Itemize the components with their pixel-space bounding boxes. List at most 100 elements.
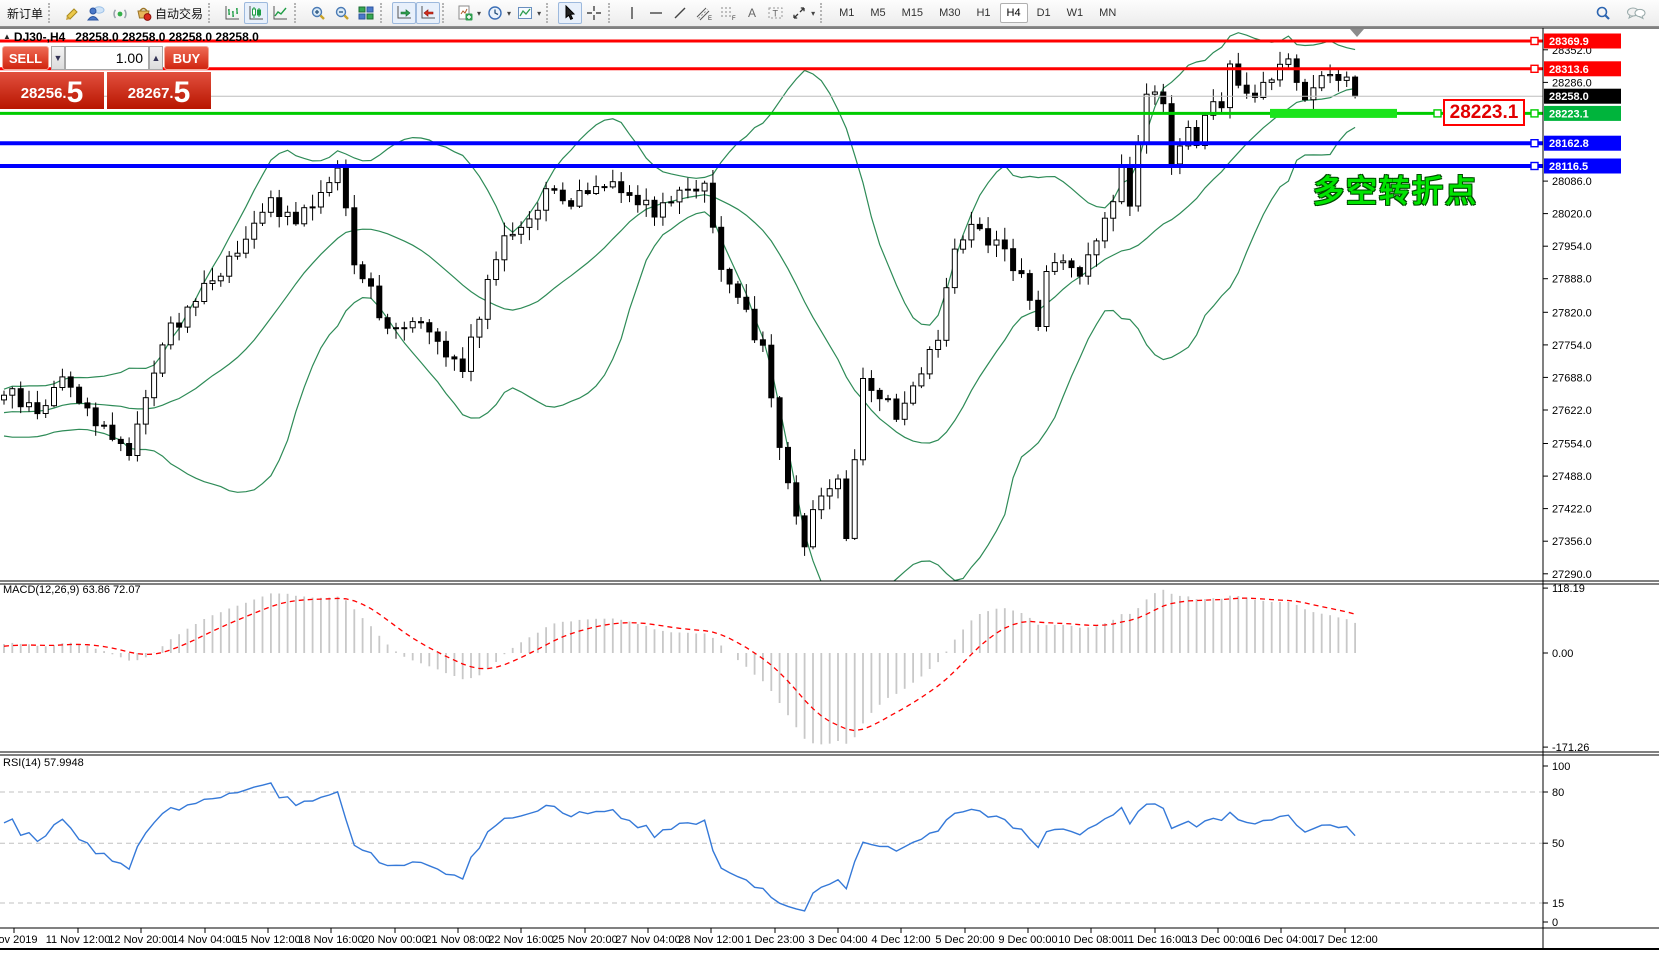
new-order-button[interactable]: 新订单 (4, 2, 46, 24)
text-button[interactable]: A (740, 2, 764, 24)
volume-field[interactable]: 1.00 (65, 46, 149, 70)
fibonacci-icon: F (721, 7, 736, 21)
editor-icon (66, 8, 78, 20)
tile-windows-button[interactable] (354, 2, 378, 24)
horizontal-line-button[interactable] (644, 2, 668, 24)
up-arrow-icon: ▲ (151, 53, 161, 63)
timeframe-group: M1 M5 M15 M30 H1 H4 D1 W1 MN (832, 3, 1123, 23)
chart-bars-button[interactable] (220, 2, 244, 24)
tf-H4[interactable]: H4 (999, 3, 1028, 23)
price-axis[interactable]: 28352.028286.028086.028020.027954.027888… (1543, 33, 1621, 930)
tf-H1[interactable]: H1 (969, 3, 997, 23)
crosshair-button[interactable] (582, 2, 606, 24)
tf-MN[interactable]: MN (1092, 3, 1123, 23)
volume-up-button[interactable]: ▲ (149, 46, 163, 70)
down-arrow-icon: ▼ (53, 53, 63, 63)
community-button[interactable] (84, 2, 108, 24)
svg-text:18 Nov 16:00: 18 Nov 16:00 (298, 934, 363, 946)
chart-ohlc-values: 28258.0 28258.0 28258.0 28258.0 (75, 30, 259, 44)
periods-button[interactable]: ▾ (484, 2, 514, 24)
signal-icon (113, 9, 127, 19)
svg-text:27356.0: 27356.0 (1552, 536, 1592, 548)
chevron-down-icon: ▾ (811, 8, 816, 18)
tf-W1[interactable]: W1 (1060, 3, 1091, 23)
svg-text:27754.0: 27754.0 (1552, 340, 1592, 352)
pane-borders (0, 27, 1659, 950)
arrows-button[interactable]: ▾ (788, 2, 818, 24)
svg-text:14 Nov 04:00: 14 Nov 04:00 (172, 934, 237, 946)
templates-button[interactable]: ▾ (514, 2, 544, 24)
buy-price-frac: 5 (173, 76, 191, 109)
auto-scroll-icon (397, 6, 412, 19)
trendline-button[interactable] (668, 2, 692, 24)
chart-candles-button[interactable] (244, 2, 269, 24)
green-highlight-bar[interactable] (1270, 108, 1442, 118)
svg-text:11 Nov 12:00: 11 Nov 12:00 (46, 934, 111, 946)
svg-text:-171.26: -171.26 (1552, 742, 1589, 754)
cursor-button[interactable] (558, 2, 583, 24)
metaeditor-button[interactable] (60, 2, 84, 24)
svg-text:28286.0: 28286.0 (1552, 77, 1592, 89)
chat-button[interactable] (1623, 2, 1649, 24)
price-level-box[interactable]: 28223.1 (1443, 99, 1525, 126)
svg-text:118.19: 118.19 (1552, 583, 1585, 595)
zoom-out-button[interactable] (330, 2, 354, 24)
svg-text:27 Nov 04:00: 27 Nov 04:00 (615, 934, 680, 946)
buy-button[interactable]: BUY (164, 46, 209, 70)
toolbar-separator (48, 3, 56, 23)
sell-price[interactable]: 28256. 5 (0, 72, 104, 109)
sell-button[interactable]: SELL (2, 46, 49, 70)
channel-button[interactable]: E (692, 2, 716, 24)
chart-shift-button[interactable] (416, 2, 441, 24)
signals-button[interactable] (108, 2, 132, 24)
indicators-button[interactable]: ▾ (454, 2, 484, 24)
svg-text:27820.0: 27820.0 (1552, 307, 1592, 319)
search-button[interactable] (1591, 2, 1615, 24)
label-button[interactable]: T (764, 2, 788, 24)
level-lines[interactable] (0, 36, 1543, 171)
autotrading-button[interactable]: 自动交易 (132, 2, 206, 24)
svg-text:27688.0: 27688.0 (1552, 372, 1592, 384)
annotation-text: 多空转折点 (1313, 174, 1478, 209)
fibonacci-button[interactable]: F (716, 2, 740, 24)
chart-shift-marker[interactable] (1350, 29, 1364, 37)
tf-M5[interactable]: M5 (863, 3, 892, 23)
volume-value: 1.00 (115, 50, 143, 66)
volume-down-button[interactable]: ▼ (51, 46, 65, 70)
sell-price-frac: 5 (66, 76, 84, 109)
macd-histogram (3, 589, 1356, 745)
svg-text:10 Dec 08:00: 10 Dec 08:00 (1058, 934, 1123, 946)
toolbar-separator (208, 3, 216, 23)
arrows-icon (793, 7, 805, 19)
macd-label: MACD(12,26,9) 63.86 72.07 (3, 584, 141, 596)
buy-price[interactable]: 28267. 5 (107, 72, 211, 109)
tf-M30[interactable]: M30 (932, 3, 967, 23)
rsi-label: RSI(14) 57.9948 (3, 757, 84, 769)
vertical-line-button[interactable] (620, 2, 644, 24)
chart-line-button[interactable] (268, 2, 292, 24)
chat-icon (1627, 7, 1646, 20)
auto-scroll-button[interactable] (392, 2, 417, 24)
symbol-arrow-icon: ▲ (3, 32, 11, 41)
svg-text:20 Nov 00:00: 20 Nov 00:00 (362, 934, 427, 946)
svg-text:28313.6: 28313.6 (1549, 64, 1589, 76)
svg-text:27488.0: 27488.0 (1552, 471, 1592, 483)
autotrading-label: 自动交易 (155, 6, 204, 21)
tf-D1[interactable]: D1 (1030, 3, 1058, 23)
svg-text:15: 15 (1552, 898, 1564, 910)
person-cloud-icon (87, 6, 105, 21)
svg-text:T: T (773, 9, 779, 19)
svg-text:22 Nov 16:00: 22 Nov 16:00 (488, 934, 553, 946)
zoom-in-button[interactable] (306, 2, 330, 24)
chart-title: ▲ DJ30-,H4 28258.0 28258.0 28258.0 28258.0 (3, 30, 259, 44)
tf-M15[interactable]: M15 (895, 3, 930, 23)
svg-text:27888.0: 27888.0 (1552, 274, 1592, 286)
tf-M1[interactable]: M1 (832, 3, 861, 23)
crosshair-icon (587, 6, 602, 20)
chart-window: 28352.0 28286.0 28086.0 28020.0 27954.0 27888… (0, 27, 1659, 953)
equidistant-channel-icon: E (696, 7, 712, 21)
svg-text:100: 100 (1552, 761, 1570, 773)
